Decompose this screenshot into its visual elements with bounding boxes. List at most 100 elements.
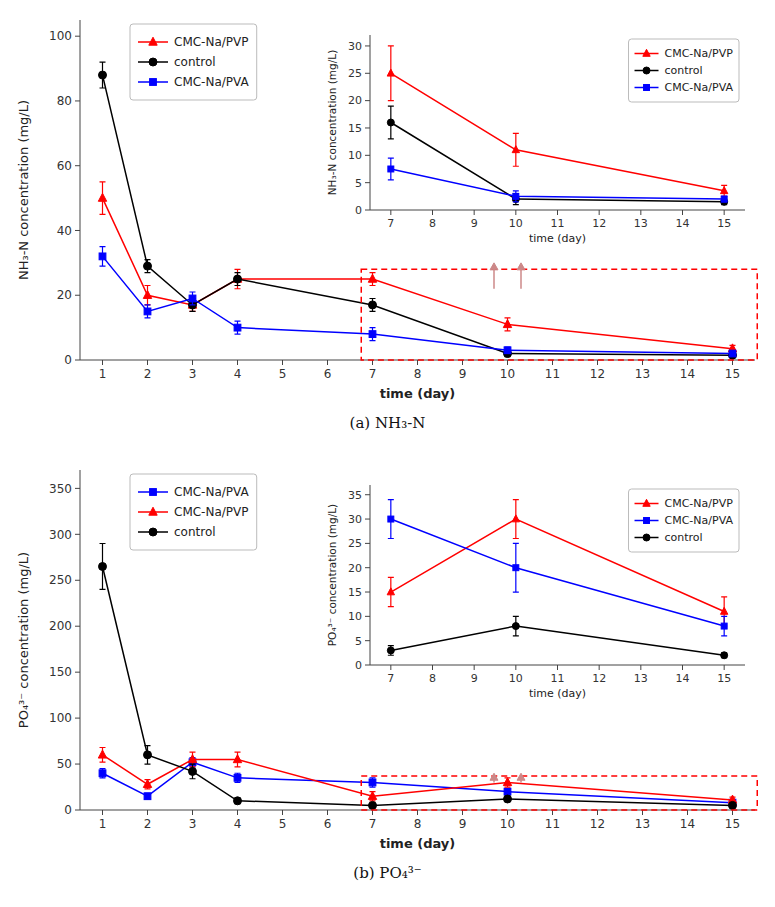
error-bar [100,769,106,778]
x-tick-label: 9 [471,672,478,685]
error-bar [513,543,519,592]
x-tick-label: 1 [99,367,107,381]
legend-label: control [174,55,216,69]
x-tick-label: 4 [234,817,242,831]
legend-swatch [635,534,659,541]
data-point [504,795,512,803]
legend-swatch [635,499,659,506]
data-point [721,196,727,202]
data-point [189,767,197,775]
x-tick-label: 15 [725,367,740,381]
y-tick [75,672,80,673]
x-tick [507,360,508,365]
legend-box [130,24,257,100]
x-tick-label: 6 [324,817,332,831]
plot-background [80,20,755,360]
data-point [99,253,106,260]
data-point [512,515,519,522]
x-tick-label: 11 [545,367,560,381]
data-point [387,647,394,654]
data-point [234,797,242,805]
data-point [144,308,151,315]
y-axis-line [370,485,371,665]
x-tick-label: 12 [590,367,605,381]
y-tick-label: 200 [49,619,72,633]
plot-background [370,485,745,665]
error-bar [721,616,727,635]
x-tick [724,210,725,215]
data-point [99,71,107,79]
legend-swatch-marker [644,518,650,524]
x-tick [327,810,328,815]
error-bar [235,269,241,288]
y-tick-label: 20 [348,562,362,575]
x-tick-label: 9 [471,217,478,230]
data-point [720,187,727,194]
data-point [189,295,196,302]
series [99,758,736,806]
data-point [144,262,152,270]
data-point [721,623,727,629]
x-tick-label: 14 [676,672,690,685]
data-point [368,274,376,282]
error-bar [145,793,151,799]
x-tick [147,810,148,815]
legend-swatch [635,518,659,524]
legend-swatch-marker [149,528,157,536]
x-axis-label: time (day) [380,386,456,401]
error-bar [100,62,106,88]
error-bar [190,764,196,779]
y-tick [365,210,370,211]
x-tick [192,810,193,815]
error-bar [513,500,519,539]
data-point [504,788,511,795]
data-point [234,275,242,283]
y-tick [75,100,80,101]
x-tick [282,360,283,365]
error-bar [513,616,519,635]
x-tick-label: 7 [369,817,377,831]
y-tick-label: 30 [348,513,362,526]
legend-swatch-marker [149,37,157,45]
data-point [503,778,511,786]
main-panel: 1234567891011121314150501001502002503003… [16,470,757,882]
error-bar [190,292,196,305]
series-line [103,755,733,800]
series [387,106,727,205]
y-tick [365,665,370,666]
y-tick [75,295,80,296]
legend: CMC-Na/PVPcontrolCMC-Na/PVA [130,24,257,100]
legend: CMC-Na/PVACMC-Na/PVPcontrol [130,474,257,550]
legend-swatch [138,79,168,86]
x-tick [417,360,418,365]
x-tick-label: 14 [680,817,695,831]
x-tick-label: 9 [459,367,467,381]
x-tick [474,665,475,670]
legend-swatch [635,67,659,74]
y-tick-label: 5 [355,177,362,190]
legend-swatch [138,507,168,515]
panel-caption: (a) NH₃-N [350,414,426,432]
x-tick-label: 4 [234,367,242,381]
x-tick-label: 8 [429,672,436,685]
x-tick [474,210,475,215]
y-tick-label: 25 [348,67,362,80]
series-line [103,762,733,802]
legend-label: CMC-Na/PVP [174,505,249,519]
plot-background [370,35,745,210]
x-axis-label: time (day) [529,232,586,245]
error-bar [388,106,394,139]
legend-label: CMC-Na/PVP [665,497,734,510]
error-bar [505,347,511,353]
data-point [388,166,394,172]
x-tick-label: 8 [414,367,422,381]
error-bar [145,746,151,764]
x-tick-label: 3 [189,817,197,831]
legend-swatch-marker [643,534,650,541]
y-tick-label: 300 [49,528,72,542]
data-point [387,69,394,76]
y-tick-label: 0 [64,353,72,367]
arrow-head [517,773,525,780]
x-tick-label: 3 [189,367,197,381]
data-point [143,779,151,787]
